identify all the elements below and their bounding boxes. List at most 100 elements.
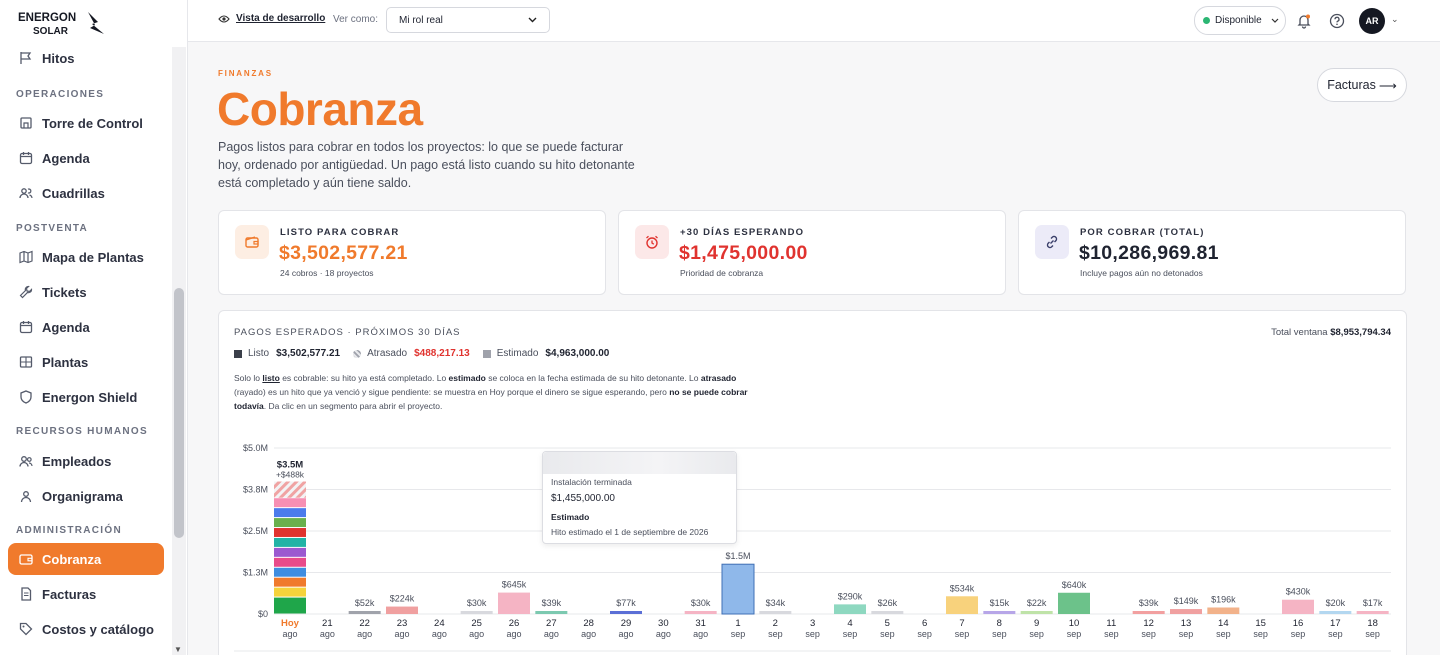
- sidebar-scroll-thumb[interactable]: [174, 288, 184, 538]
- bar-estimated[interactable]: [1356, 611, 1389, 614]
- bar-estimated[interactable]: [1319, 611, 1352, 614]
- bar-segment-ready[interactable]: [274, 577, 306, 587]
- alarm-icon: [635, 225, 669, 259]
- sidebar-item-plantas[interactable]: Plantas: [8, 346, 164, 378]
- role-select[interactable]: Mi rol real: [386, 7, 550, 33]
- dev-view-label: Vista de desarrollo: [236, 13, 326, 24]
- sidebar-item-facturas[interactable]: Facturas: [8, 578, 164, 610]
- legend-label-atrasado: Atrasado: [367, 348, 408, 359]
- bar-value-label: $34k: [766, 598, 786, 608]
- bar-segment-ready[interactable]: [274, 498, 306, 508]
- x-tick-day: 17: [1330, 618, 1341, 629]
- logo-line2: SOLAR: [33, 26, 69, 37]
- bar-value-label: $39k: [542, 598, 562, 608]
- avatar-chevron-down-icon[interactable]: ⌄: [1391, 14, 1399, 24]
- kpi-subtext: 24 cobros · 18 proyectos: [280, 268, 374, 278]
- bar-estimated[interactable]: [1132, 611, 1165, 614]
- bar-estimated[interactable]: [759, 611, 792, 614]
- help-icon[interactable]: [1328, 12, 1346, 30]
- arrow-right-icon: ⟶: [1378, 78, 1397, 93]
- bar-value-label: $640k: [1062, 580, 1087, 590]
- bar-segment-ready[interactable]: [274, 518, 306, 528]
- bar-estimated[interactable]: [1207, 607, 1240, 614]
- bar-estimated[interactable]: [1020, 611, 1053, 614]
- plant-icon: [18, 354, 34, 370]
- bar-estimated[interactable]: [610, 611, 642, 614]
- bar-estimated[interactable]: [684, 611, 717, 614]
- x-tick-month: sep: [1328, 629, 1343, 639]
- bar-segment-ready[interactable]: [274, 597, 306, 614]
- bar-estimated[interactable]: [1170, 609, 1202, 614]
- bar-estimated[interactable]: [1058, 592, 1090, 614]
- topbar: Vista de desarrollo Ver como: Mi rol rea…: [188, 0, 1440, 42]
- bar-segment-ready[interactable]: [274, 587, 306, 597]
- x-tick-day: 12: [1143, 618, 1154, 629]
- bar-estimated[interactable]: [946, 596, 978, 614]
- bar-segment-ready[interactable]: [274, 528, 306, 537]
- map-icon: [18, 249, 34, 265]
- sidebar-item-mapa-de-plantas[interactable]: Mapa de Plantas: [8, 241, 164, 273]
- kpi-value: $10,286,969.81: [1079, 242, 1219, 264]
- sidebar: ENERGON SOLAR ▲ ▼ OPERACIONES POSTVENTA …: [0, 0, 188, 655]
- x-tick-month: sep: [1216, 629, 1231, 639]
- x-tick-month: ago: [506, 629, 521, 639]
- section-recursos-humanos: RECURSOS HUMANOS: [16, 426, 148, 437]
- bar-segment-ready[interactable]: [274, 547, 306, 557]
- facturas-button[interactable]: Facturas ⟶: [1317, 68, 1407, 102]
- x-tick-month: sep: [768, 629, 783, 639]
- sidebar-item-torre-de-control[interactable]: Torre de Control: [8, 107, 164, 139]
- kpi-label: POR COBRAR (TOTAL): [1080, 227, 1205, 238]
- wallet-icon: [18, 551, 34, 567]
- sidebar-item-hitos[interactable]: Hitos: [8, 42, 164, 74]
- sidebar-item-cuadrillas[interactable]: Cuadrillas: [8, 177, 164, 209]
- bar-estimated[interactable]: [871, 611, 904, 614]
- bar-estimated[interactable]: [386, 606, 418, 614]
- scroll-down-arrow-icon[interactable]: ▼: [174, 645, 182, 654]
- sidebar-item-energon-shield[interactable]: Energon Shield: [8, 381, 164, 413]
- x-tick-month: ago: [581, 629, 596, 639]
- y-tick-label: $2.5M: [243, 526, 268, 536]
- sidebar-item-costos-y-catálogo[interactable]: Costos y catálogo: [8, 613, 164, 645]
- bar-segment-ready[interactable]: [274, 557, 306, 567]
- bar-estimated[interactable]: [535, 611, 568, 614]
- sidebar-item-tickets[interactable]: Tickets: [8, 276, 164, 308]
- bar-estimated[interactable]: [721, 563, 755, 615]
- x-tick-day: 13: [1181, 618, 1192, 629]
- bar-estimated[interactable]: [834, 604, 866, 614]
- sidebar-item-label: Cuadrillas: [42, 185, 105, 201]
- bar-segment-overdue[interactable]: [274, 481, 306, 498]
- bar-estimated[interactable]: [1282, 599, 1314, 614]
- link-icon: [1035, 225, 1069, 259]
- bar-value-label: $224k: [390, 594, 415, 604]
- sidebar-item-organigrama[interactable]: Organigrama: [8, 480, 164, 512]
- calendar-icon: [18, 319, 34, 335]
- section-administracion: ADMINISTRACIÓN: [16, 525, 122, 536]
- sidebar-item-label: Mapa de Plantas: [42, 249, 144, 265]
- dev-view-link[interactable]: Vista de desarrollo: [218, 13, 325, 24]
- bar-segment-ready[interactable]: [274, 537, 306, 547]
- bar-estimated[interactable]: [983, 611, 1016, 614]
- sidebar-item-empleados[interactable]: Empleados: [8, 445, 164, 477]
- x-tick-day: 24: [434, 618, 445, 629]
- avatar[interactable]: AR: [1359, 8, 1385, 34]
- bar-estimated[interactable]: [348, 611, 381, 614]
- wallet-icon: [235, 225, 269, 259]
- crew-icon: [18, 185, 34, 201]
- kpi-label: +30 DÍAS ESPERANDO: [680, 227, 805, 238]
- x-tick-month: sep: [843, 629, 858, 639]
- bar-segment-ready[interactable]: [274, 567, 306, 577]
- energon-logo[interactable]: ENERGON SOLAR: [18, 10, 108, 38]
- x-tick-day: 11: [1106, 618, 1116, 629]
- bar-segment-ready[interactable]: [274, 508, 306, 518]
- bell-icon[interactable]: [1295, 12, 1313, 30]
- wrench-icon: [18, 284, 34, 300]
- bar-estimated[interactable]: [460, 611, 493, 614]
- tooltip-date: Hito estimado el 1 de septiembre de 2026: [551, 527, 709, 537]
- kpi-subtext: Prioridad de cobranza: [680, 268, 764, 278]
- status-selector[interactable]: Disponible: [1194, 6, 1286, 35]
- kpi-value: $1,475,000.00: [679, 242, 808, 264]
- bar-estimated[interactable]: [498, 592, 530, 614]
- sidebar-item-agenda[interactable]: Agenda: [8, 142, 164, 174]
- sidebar-item-agenda[interactable]: Agenda: [8, 311, 164, 343]
- sidebar-item-cobranza[interactable]: Cobranza: [8, 543, 164, 575]
